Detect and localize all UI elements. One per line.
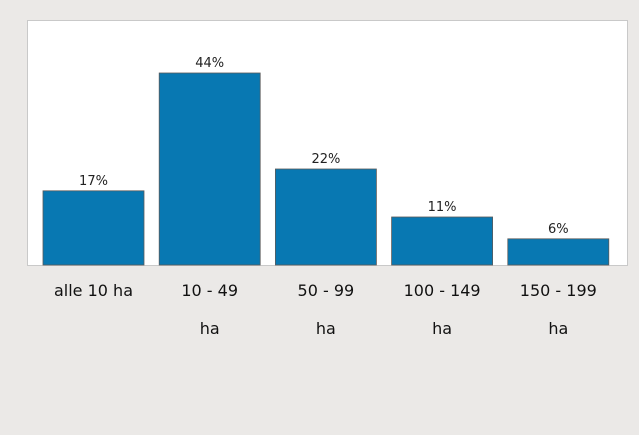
- x-tick-label: 100 - 149 ha: [403, 281, 481, 338]
- bar: [274, 168, 377, 266]
- bar: [391, 216, 494, 266]
- bar: [507, 238, 610, 266]
- value-label: 22%: [311, 152, 340, 167]
- x-tick-label: 150 - 199 ha: [519, 281, 597, 338]
- x-tick-label: 50 - 99 ha: [297, 281, 355, 338]
- bar: [158, 72, 261, 266]
- value-label: 44%: [195, 56, 224, 71]
- x-tick-label: alle 10 ha: [53, 281, 133, 300]
- value-label: 6%: [548, 222, 569, 237]
- value-label: 17%: [79, 174, 108, 189]
- x-tick-label: 10 - 49 ha: [181, 281, 239, 338]
- value-label: 11%: [428, 200, 457, 215]
- bar: [42, 190, 145, 266]
